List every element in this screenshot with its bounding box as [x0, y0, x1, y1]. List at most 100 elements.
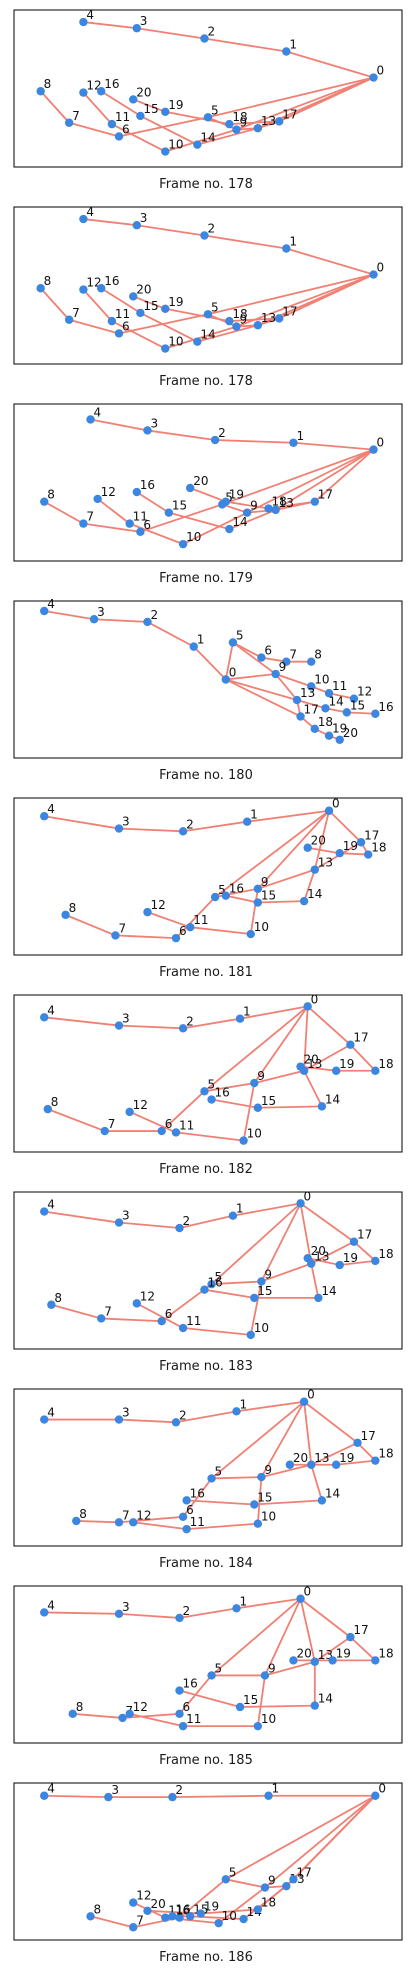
skeleton-node	[282, 244, 291, 253]
node-label: 2	[179, 1408, 187, 1422]
skeleton-edge	[215, 439, 294, 444]
skeleton-node	[93, 494, 102, 504]
skeleton-node	[125, 1709, 134, 1719]
node-label: 14	[321, 1284, 336, 1298]
skeleton-node	[371, 1256, 380, 1266]
skeleton-node	[253, 1103, 263, 1112]
skeleton-edge	[147, 429, 216, 441]
skeleton-edge	[175, 1410, 237, 1424]
skeleton-node	[171, 1128, 181, 1137]
skeleton-node	[253, 124, 263, 133]
skeleton-edge	[303, 1401, 359, 1444]
node-label: 19	[343, 1251, 358, 1265]
skeleton-node	[178, 827, 188, 836]
skeleton-edge	[179, 1689, 241, 1708]
edge-group	[40, 21, 374, 153]
frame-caption: Frame no. 183	[159, 1359, 253, 1374]
skeleton-edge	[83, 21, 137, 30]
node-label: 13	[314, 1451, 329, 1465]
node-label: 11	[193, 913, 208, 927]
node-label: 1	[289, 38, 297, 52]
skeleton-node	[178, 539, 188, 549]
node-label: 20	[136, 282, 151, 296]
node-label: 0	[377, 261, 385, 275]
node-label: 16	[190, 1486, 205, 1500]
skeleton-node	[40, 812, 49, 821]
node-label: 3	[150, 416, 158, 430]
skeleton-node	[132, 221, 141, 230]
skeleton-edge	[44, 1016, 120, 1027]
node-label: 0	[378, 1782, 386, 1796]
node-label: 7	[118, 921, 126, 935]
skeleton-edge	[278, 273, 374, 320]
skeleton-edge	[111, 123, 166, 153]
skeleton-edge	[239, 1005, 308, 1020]
node-label: 4	[86, 8, 94, 22]
skeleton-edge	[100, 90, 141, 117]
skeleton-edge	[182, 820, 248, 833]
frame-caption: Frame no. 186	[159, 1950, 253, 1965]
skeleton-node	[221, 675, 230, 684]
skeleton-edge	[303, 869, 316, 902]
skeleton-edge	[101, 1317, 162, 1323]
node-label: 14	[318, 1692, 333, 1706]
skeleton-node	[114, 824, 124, 833]
skeleton-edge	[44, 1611, 120, 1615]
node-label: 20	[304, 1053, 319, 1067]
node-label: 3	[122, 815, 130, 829]
skeleton-node	[114, 132, 124, 141]
skeleton-node	[200, 1087, 209, 1096]
skeleton-edge	[200, 1908, 258, 1915]
skeleton-edge	[203, 1005, 309, 1093]
node-label: 15	[257, 1490, 272, 1504]
node-label: 6	[165, 1307, 173, 1321]
skeleton-edge	[221, 448, 374, 506]
skeleton-node	[161, 304, 170, 313]
skeleton-node	[317, 1496, 327, 1505]
node-label: 15	[143, 102, 158, 116]
skeleton-edge	[136, 224, 205, 237]
skeleton-edge	[182, 511, 248, 545]
skeleton-edge	[261, 1463, 312, 1478]
skeleton-edge	[256, 1477, 263, 1524]
skeleton-edge	[260, 1202, 302, 1282]
skeleton-node	[371, 1656, 380, 1665]
node-label: 12	[136, 1889, 151, 1903]
node-label: 18	[378, 1247, 393, 1261]
skeleton-node	[221, 891, 230, 900]
node-label: 14	[307, 887, 322, 901]
node-label: 3	[140, 211, 148, 225]
skeleton-edge	[300, 1598, 351, 1638]
node-label: 7	[289, 648, 297, 662]
skeleton-node	[225, 119, 234, 129]
skeleton-edge	[139, 312, 198, 343]
skeleton-node	[250, 1078, 259, 1088]
skeleton-node	[275, 314, 284, 323]
node-label: 11	[115, 110, 130, 124]
node-label: 7	[122, 1508, 130, 1522]
skeleton-node	[114, 1518, 124, 1527]
edge-group	[44, 1202, 376, 1336]
skeleton-node	[324, 689, 334, 698]
skeleton-edge	[47, 1108, 106, 1132]
skeleton-edge	[303, 1401, 313, 1465]
node-label: 18	[232, 307, 247, 321]
skeleton-node	[253, 1721, 263, 1731]
skeleton-node	[239, 1914, 248, 1924]
node-label: 3	[122, 1012, 130, 1026]
skeleton-node	[314, 1293, 323, 1303]
node-label: 12	[136, 1508, 151, 1522]
skeleton-node	[186, 483, 195, 493]
skeleton-edge	[204, 1288, 255, 1299]
skeleton-node	[331, 1460, 341, 1469]
node-label: 3	[111, 1783, 119, 1797]
